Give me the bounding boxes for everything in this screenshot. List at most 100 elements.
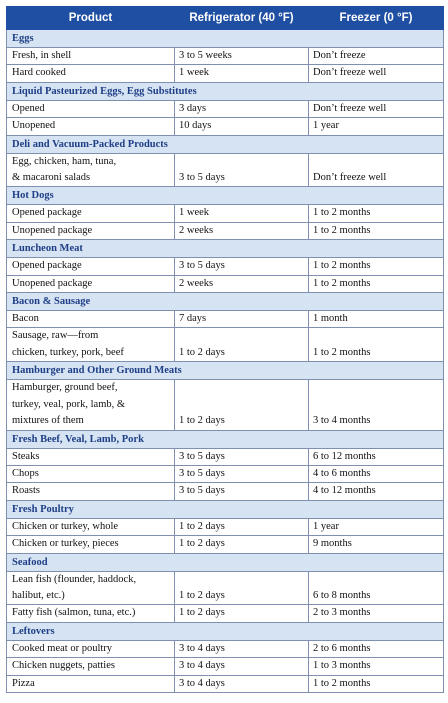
product-line: & macaroni salads (12, 172, 91, 184)
table-body: Eggs Fresh, in shell 3 to 5 weeks Don’t fre… (6, 29, 444, 693)
product-cell: Opened (6, 99, 175, 119)
product-cell: Hard cooked (6, 64, 175, 83)
freezer-cell: 9 months (308, 535, 444, 554)
product-line: Chicken or turkey, pieces (12, 538, 119, 550)
refrigerator-cell: 1 week (174, 204, 309, 223)
freezer-cell: 1 to 2 months (308, 204, 444, 223)
table-row: Opened package 1 week 1 to 2 months (6, 204, 444, 223)
table-row: Opened package 3 to 5 days 1 to 2 months (6, 257, 444, 276)
table-row: Hamburger, ground beef, turkey, veal, por… (6, 379, 444, 431)
freezer-cell: 1 to 2 months (308, 674, 444, 693)
category-title: Hot Dogs (6, 186, 444, 206)
product-line: Cooked meat or poultry (12, 642, 113, 654)
refrigerator-cell: 3 to 5 weeks (174, 46, 309, 66)
refrigerator-cell: 1 to 2 days (174, 535, 309, 554)
freezer-cell: Don’t freeze (308, 46, 444, 66)
freezer-cell: Don’t freeze well (308, 99, 444, 119)
freezer-cell: 6 to 8 months (308, 570, 444, 606)
product-cell: Steaks (6, 447, 175, 466)
freezer-cell: 1 year (308, 517, 444, 537)
refrigerator-cell: 1 to 2 days (174, 570, 309, 606)
table-row: Opened 3 days Don’t freeze well (6, 99, 444, 119)
category-title: Fresh Beef, Veal, Lamb, Pork (6, 429, 444, 449)
table-row: Chops 3 to 5 days 4 to 6 months (6, 464, 444, 484)
table-row: Cooked meat or poultry 3 to 4 days 2 to 6 … (6, 639, 444, 659)
category-title: Bacon & Sausage (6, 292, 444, 312)
product-cell: Chicken nuggets, patties (6, 657, 175, 676)
category-row: Seafood (6, 552, 444, 572)
product-line: Chicken or turkey, whole (12, 520, 119, 532)
product-cell: Chicken or turkey, pieces (6, 535, 175, 554)
refrigerator-cell: 1 to 2 days (174, 517, 309, 537)
product-line: Fatty fish (salmon, tuna, etc.) (12, 607, 136, 619)
product-cell: Pizza (6, 674, 175, 693)
category-row: Hot Dogs (6, 186, 444, 206)
product-line: Hamburger, ground beef, (12, 382, 118, 394)
product-cell: Chicken or turkey, whole (6, 517, 175, 537)
category-title: Luncheon Meat (6, 239, 444, 259)
table-row: Chicken or turkey, pieces 1 to 2 days 9 mo… (6, 535, 444, 554)
product-cell: Unopened package (6, 221, 175, 241)
product-line: Roasts (12, 485, 41, 497)
table-row: Chicken nuggets, patties 3 to 4 days 1 to … (6, 657, 444, 676)
freezer-cell: 2 to 6 months (308, 639, 444, 659)
product-line: Chops (12, 467, 39, 479)
table-row: Lean fish (flounder, haddock, halibut, et… (6, 570, 444, 606)
category-title: Liquid Pasteurized Eggs, Egg Substitutes (6, 81, 444, 101)
category-title: Deli and Vacuum-Packed Products (6, 134, 444, 154)
category-row: Deli and Vacuum-Packed Products (6, 134, 444, 154)
refrigerator-cell: 3 to 4 days (174, 674, 309, 693)
freezer-cell: 1 to 2 months (308, 327, 444, 363)
product-line: mixtures of them (12, 415, 84, 427)
header-freezer: Freezer (0 °F) (308, 6, 444, 30)
refrigerator-cell: 3 to 5 days (174, 482, 309, 501)
category-row: Liquid Pasteurized Eggs, Egg Substitutes (6, 81, 444, 101)
product-line: Unopened (12, 120, 56, 132)
category-row: Eggs (6, 29, 444, 48)
freezer-cell: 1 to 2 months (308, 274, 444, 294)
table-row: Hard cooked 1 week Don’t freeze well (6, 64, 444, 83)
freezer-cell: 1 to 2 months (308, 221, 444, 241)
table-row: Unopened 10 days 1 year (6, 117, 444, 136)
freezer-cell: Don’t freeze well (308, 152, 444, 188)
refrigerator-cell: 3 to 5 days (174, 257, 309, 276)
product-line: Opened package (12, 207, 82, 219)
header-product: Product (6, 6, 175, 30)
freezer-cell: Don’t freeze well (308, 64, 444, 83)
product-line: Chicken nuggets, patties (12, 660, 115, 672)
freezer-cell: 3 to 4 months (308, 379, 444, 431)
table-row: Pizza 3 to 4 days 1 to 2 months (6, 674, 444, 693)
product-cell: Unopened (6, 117, 175, 136)
freezer-cell: 4 to 6 months (308, 464, 444, 484)
product-line: Unopened package (12, 224, 93, 236)
table-row: Roasts 3 to 5 days 4 to 12 months (6, 482, 444, 501)
product-line: Sausage, raw—from (12, 330, 99, 342)
table-row: Sausage, raw—from chicken, turkey, pork, … (6, 327, 444, 363)
product-line: halibut, etc.) (12, 589, 65, 601)
freezer-cell: 1 month (308, 310, 444, 329)
product-cell: Chops (6, 464, 175, 484)
refrigerator-cell: 1 to 2 days (174, 604, 309, 623)
freezer-cell: 6 to 12 months (308, 447, 444, 466)
product-cell: Opened package (6, 257, 175, 276)
refrigerator-cell: 7 days (174, 310, 309, 329)
header-refrigerator: Refrigerator (40 °F) (174, 6, 309, 30)
product-line: Opened package (12, 260, 82, 272)
category-row: Fresh Poultry (6, 499, 444, 519)
category-title: Seafood (6, 552, 444, 572)
category-title: Hamburger and Other Ground Meats (6, 361, 444, 381)
product-cell: Cooked meat or poultry (6, 639, 175, 659)
table-row: Unopened package 2 weeks 1 to 2 months (6, 221, 444, 241)
table-row: Egg, chicken, ham, tuna, & macaroni salad… (6, 152, 444, 188)
table-row: Fatty fish (salmon, tuna, etc.) 1 to 2 da… (6, 604, 444, 623)
category-row: Leftovers (6, 621, 444, 641)
product-cell: Fresh, in shell (6, 46, 175, 66)
category-row: Hamburger and Other Ground Meats (6, 361, 444, 381)
product-line: Steaks (12, 450, 40, 462)
refrigerator-cell: 3 to 4 days (174, 657, 309, 676)
refrigerator-cell: 1 to 2 days (174, 379, 309, 431)
product-line: turkey, veal, pork, lamb, & (12, 398, 126, 410)
product-line: Lean fish (flounder, haddock, (12, 573, 137, 585)
freezer-cell: 4 to 12 months (308, 482, 444, 501)
category-title: Eggs (6, 29, 444, 48)
